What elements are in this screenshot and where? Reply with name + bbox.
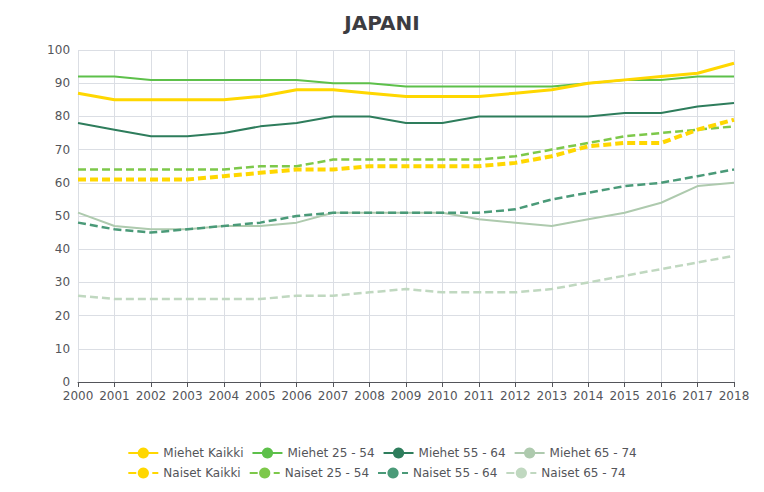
svg-text:2004: 2004: [209, 389, 240, 403]
svg-text:Miehet 65 - 74: Miehet 65 - 74: [550, 446, 637, 460]
svg-text:Naiset 25 - 54: Naiset 25 - 54: [285, 466, 369, 480]
svg-text:2002: 2002: [136, 389, 167, 403]
svg-text:Miehet 25 - 54: Miehet 25 - 54: [287, 446, 374, 460]
svg-text:2017: 2017: [682, 389, 713, 403]
svg-text:0: 0: [62, 375, 70, 389]
svg-text:2001: 2001: [99, 389, 130, 403]
svg-text:60: 60: [55, 176, 70, 190]
svg-text:2011: 2011: [464, 389, 495, 403]
svg-text:2012: 2012: [500, 389, 531, 403]
svg-text:80: 80: [55, 109, 70, 123]
svg-text:2005: 2005: [245, 389, 276, 403]
svg-text:2014: 2014: [573, 389, 604, 403]
svg-text:Miehet Kaikki: Miehet Kaikki: [163, 446, 243, 460]
svg-text:2016: 2016: [646, 389, 677, 403]
svg-text:2008: 2008: [354, 389, 385, 403]
svg-text:2018: 2018: [719, 389, 750, 403]
svg-text:30: 30: [55, 275, 70, 289]
svg-text:Miehet 55 - 64: Miehet 55 - 64: [419, 446, 506, 460]
svg-text:2003: 2003: [172, 389, 203, 403]
svg-text:70: 70: [55, 143, 70, 157]
svg-text:JAPANI: JAPANI: [342, 11, 419, 35]
svg-text:Naiset Kaikki: Naiset Kaikki: [163, 466, 240, 480]
svg-text:100: 100: [47, 43, 70, 57]
svg-text:40: 40: [55, 242, 70, 256]
svg-text:Naiset 55 - 64: Naiset 55 - 64: [413, 466, 497, 480]
svg-text:10: 10: [55, 342, 70, 356]
svg-text:2009: 2009: [391, 389, 422, 403]
svg-text:2006: 2006: [281, 389, 312, 403]
svg-text:Naiset 65 - 74: Naiset 65 - 74: [541, 466, 625, 480]
svg-text:2010: 2010: [427, 389, 458, 403]
svg-text:20: 20: [55, 309, 70, 323]
svg-text:2007: 2007: [318, 389, 349, 403]
svg-text:2000: 2000: [63, 389, 94, 403]
svg-text:2013: 2013: [537, 389, 568, 403]
svg-text:2015: 2015: [609, 389, 640, 403]
svg-text:50: 50: [55, 209, 70, 223]
svg-text:90: 90: [55, 76, 70, 90]
